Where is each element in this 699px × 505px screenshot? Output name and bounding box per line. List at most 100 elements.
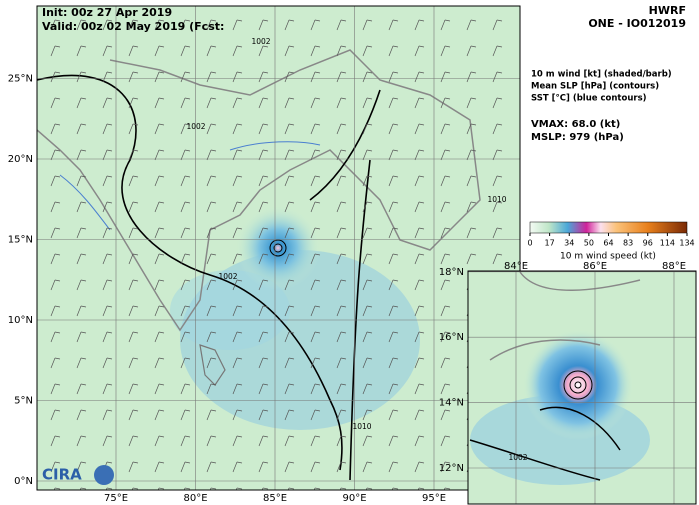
wind-barb xyxy=(336,227,347,239)
logo-text: CIRA xyxy=(42,466,82,484)
contour-label: 1010 xyxy=(352,422,371,431)
wind-barb xyxy=(310,149,321,161)
wind-barb xyxy=(310,97,321,109)
wind-barb xyxy=(206,201,217,213)
wind-barb xyxy=(362,175,373,187)
wind-barb xyxy=(388,409,399,421)
wind-barb xyxy=(284,227,295,239)
wind-barb xyxy=(180,71,191,83)
wind-barb xyxy=(466,227,477,239)
wind-barb xyxy=(232,383,243,395)
wind-barb xyxy=(440,305,451,317)
contour-label: 1002 xyxy=(251,37,270,46)
wind-barb xyxy=(76,279,87,291)
wind-barb xyxy=(336,71,347,83)
wind-barb xyxy=(128,279,139,291)
wind-barb xyxy=(180,357,191,369)
wind-barb xyxy=(284,331,295,343)
wind-barb xyxy=(336,331,347,343)
wind-barb xyxy=(76,227,87,239)
wind-barb xyxy=(258,45,269,57)
wind-barb xyxy=(154,201,165,213)
wind-barb xyxy=(362,19,373,31)
wind-barb xyxy=(206,435,217,447)
wind-barb xyxy=(310,357,321,369)
colorbar xyxy=(529,221,688,234)
wind-barb xyxy=(310,175,321,187)
wind-barb xyxy=(284,97,295,109)
wind-barb xyxy=(284,305,295,317)
wind-barb xyxy=(154,279,165,291)
wind-barb xyxy=(388,331,399,343)
wind-barb xyxy=(258,461,269,473)
wind-barb xyxy=(336,461,347,473)
colorbar-tick-label: 114 xyxy=(660,239,675,248)
wind-barb xyxy=(284,19,295,31)
colorbar-label: 10 m wind speed (kt) xyxy=(560,252,656,262)
wind-barb xyxy=(102,279,113,291)
wind-barb xyxy=(414,45,425,57)
wind-barb xyxy=(440,357,451,369)
wind-barb xyxy=(102,201,113,213)
wind-barb xyxy=(232,175,243,187)
wind-barb xyxy=(492,123,503,135)
wind-barb xyxy=(128,331,139,343)
wind-barb xyxy=(284,357,295,369)
wind-barb xyxy=(128,201,139,213)
wind-barb xyxy=(258,253,269,265)
wind-barb xyxy=(102,331,113,343)
lon-tick-label: 80°E xyxy=(183,493,207,504)
wind-barb xyxy=(180,175,191,187)
wind-barb xyxy=(336,175,347,187)
wind-barb xyxy=(76,149,87,161)
wind-barb xyxy=(102,305,113,317)
wind-barb xyxy=(180,305,191,317)
wind-barb xyxy=(258,227,269,239)
wind-barb xyxy=(180,383,191,395)
colorbar-tick-label: 134 xyxy=(679,239,694,248)
wind-barb xyxy=(362,123,373,135)
logo: CIRA xyxy=(42,465,114,485)
wind-barb xyxy=(336,19,347,31)
wind-barb xyxy=(154,149,165,161)
wind-barb xyxy=(310,201,321,213)
wind-barb xyxy=(284,383,295,395)
colorbar-tick-label: 50 xyxy=(584,239,594,248)
wind-barb xyxy=(76,201,87,213)
wind-barb xyxy=(258,305,269,317)
wind-barb xyxy=(128,19,139,31)
contour-label: 1002 xyxy=(218,272,237,281)
lat-tick-label: 15°N xyxy=(8,235,33,246)
wind-barb xyxy=(76,305,87,317)
wind-barb xyxy=(310,253,321,265)
wind-barb xyxy=(492,19,503,31)
wind-barb xyxy=(388,19,399,31)
wind-barb xyxy=(310,435,321,447)
wind-barb xyxy=(232,149,243,161)
wind-barb xyxy=(414,201,425,213)
wind-barb xyxy=(206,409,217,421)
storm-name: ONE - IO012019 xyxy=(588,17,686,30)
wind-barb xyxy=(128,253,139,265)
wind-barb xyxy=(102,357,113,369)
wind-barb xyxy=(310,19,321,31)
wind-barb xyxy=(50,45,61,57)
model-name: HWRF xyxy=(649,4,686,17)
wind-barb xyxy=(414,383,425,395)
wind-barb xyxy=(154,19,165,31)
legend-line: Mean SLP [hPa] (contours) xyxy=(531,82,659,92)
wind-barb xyxy=(102,409,113,421)
wind-barb xyxy=(336,201,347,213)
wind-barb xyxy=(414,357,425,369)
inset-map xyxy=(468,271,696,504)
wind-barb xyxy=(154,331,165,343)
wind-barb xyxy=(102,45,113,57)
wind-barb xyxy=(284,201,295,213)
wind-barb xyxy=(50,461,61,473)
wind-barb xyxy=(232,227,243,239)
wind-barb xyxy=(128,305,139,317)
wind-barb xyxy=(284,409,295,421)
wind-barb xyxy=(206,227,217,239)
lat-tick-label: 10°N xyxy=(8,315,33,326)
vmax: VMAX: 68.0 (kt) xyxy=(531,119,620,130)
